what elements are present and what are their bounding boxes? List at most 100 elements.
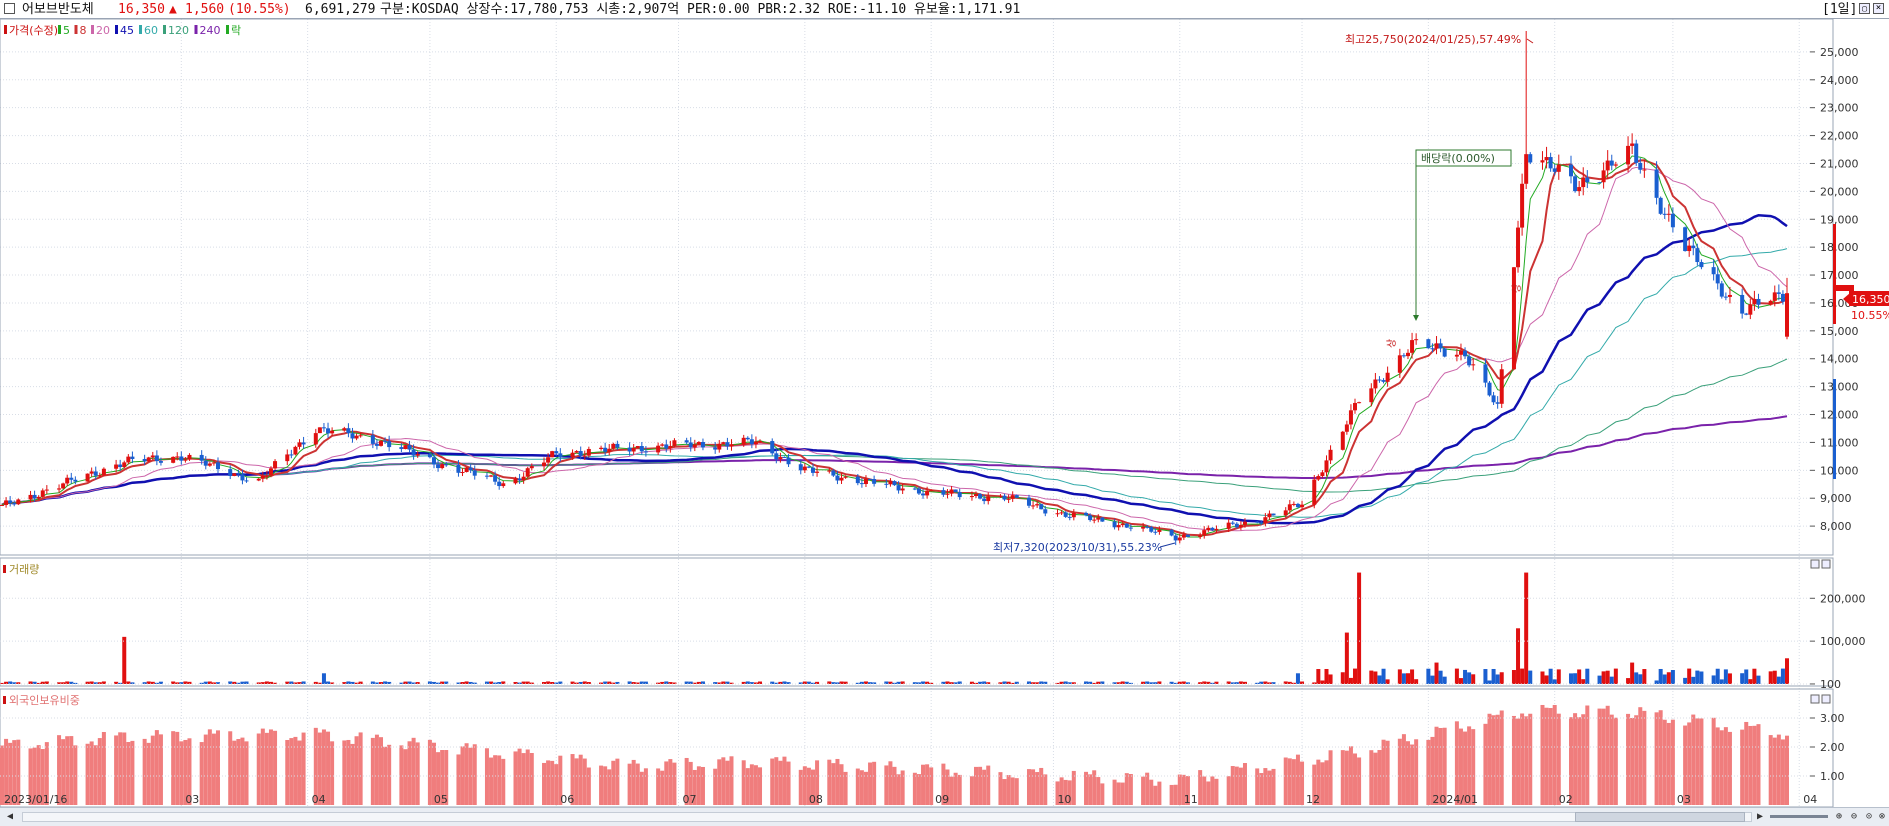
zoom-out-icon[interactable]: ⊖ xyxy=(1850,811,1858,822)
foreign-bar xyxy=(1312,764,1317,805)
price-tick-label: 10,000 xyxy=(1820,464,1859,477)
volume-restore-icon[interactable] xyxy=(1810,559,1820,569)
foreign-bar xyxy=(444,750,449,805)
candle-body xyxy=(1373,379,1378,389)
time-tick-label: 10 xyxy=(1057,793,1071,806)
volume-bar xyxy=(244,681,249,684)
scroll-left-icon[interactable]: ◀ xyxy=(6,811,14,822)
period-selector[interactable]: [1일] xyxy=(1822,2,1858,17)
foreign-bar xyxy=(1287,758,1292,805)
volume-bar xyxy=(1467,672,1472,684)
foreign-bar xyxy=(1206,781,1211,805)
foreign-close-icon[interactable] xyxy=(1821,694,1831,704)
volume-bar xyxy=(798,682,803,684)
volume-bar xyxy=(978,681,983,684)
foreign-bar xyxy=(1084,771,1089,805)
legend-label: 20 xyxy=(96,24,110,37)
candle-body xyxy=(146,457,151,462)
foreign-bar xyxy=(1499,710,1504,805)
volume-bar xyxy=(1043,681,1048,684)
upper-limit-marker-1: 상 xyxy=(1386,339,1398,348)
candle-body xyxy=(1520,183,1525,228)
foreign-bar xyxy=(456,754,461,805)
candle-body xyxy=(1067,516,1072,518)
foreign-bar xyxy=(1772,737,1777,805)
volume-bar xyxy=(643,681,648,684)
volume-bar xyxy=(215,682,220,684)
volume-bar xyxy=(436,682,441,684)
volume-bar xyxy=(1723,669,1728,684)
foreign-bar xyxy=(1752,725,1757,805)
foreign-bar xyxy=(1776,734,1781,805)
foreign-bar xyxy=(1687,722,1692,805)
volume-bar xyxy=(774,682,779,684)
foreign-bar xyxy=(122,732,127,805)
chart-area[interactable]: 가격(수정) 5 8 20 45 60 120 240 락 8,000 9,000 10,000 11… xyxy=(0,19,1889,807)
volume-bar xyxy=(1434,662,1439,684)
foreign-bar xyxy=(1780,739,1785,805)
candle-body xyxy=(635,446,640,448)
current-price: 16,350 xyxy=(118,2,165,17)
time-tick-label: 03 xyxy=(185,793,199,806)
volume-bar xyxy=(1067,682,1072,684)
foreign-bar xyxy=(44,742,49,805)
foreign-bar xyxy=(1300,761,1305,805)
candle-body xyxy=(1516,227,1521,268)
foreign-bar xyxy=(93,745,98,805)
candle-body xyxy=(969,496,974,498)
volume-bar xyxy=(73,682,78,684)
zoom-in-icon[interactable]: ⊕ xyxy=(1835,811,1843,822)
foreign-restore-icon[interactable] xyxy=(1810,694,1820,704)
volume-bar xyxy=(574,682,579,684)
volume-bar xyxy=(1312,682,1317,684)
foreign-bar xyxy=(326,731,331,805)
foreign-bar xyxy=(574,758,579,805)
scroll-right-icon[interactable]: ▶ xyxy=(1756,811,1764,822)
select-checkbox[interactable] xyxy=(4,3,15,14)
volume-bar xyxy=(1772,670,1777,684)
candle-body xyxy=(949,489,954,494)
volume-bar xyxy=(656,682,661,684)
candle-body xyxy=(1242,521,1247,525)
volume-bar xyxy=(1128,682,1133,684)
close-icon[interactable]: × xyxy=(1873,3,1884,14)
candle-body xyxy=(827,470,832,472)
volume-bar xyxy=(916,682,921,684)
candle-body xyxy=(374,443,379,446)
foreign-bar xyxy=(615,758,620,805)
candle-body xyxy=(89,471,94,474)
candle-body xyxy=(1691,245,1696,249)
candle-body xyxy=(1458,350,1463,355)
candle-body xyxy=(240,474,245,481)
price-tick-label: 12,000 xyxy=(1820,409,1859,422)
volume-close-icon[interactable] xyxy=(1821,559,1831,569)
foreign-bar xyxy=(1141,776,1146,805)
time-tick-label: 12 xyxy=(1306,793,1320,806)
candle-body xyxy=(859,483,864,485)
foreign-bar xyxy=(1381,739,1386,805)
volume-bar xyxy=(1744,669,1749,684)
volume-bar xyxy=(301,681,306,684)
foreign-bar xyxy=(114,735,119,805)
foreign-bar xyxy=(941,763,946,805)
restore-icon[interactable]: ▢ xyxy=(1859,3,1870,14)
volume-bar xyxy=(403,681,408,684)
zoom-slider[interactable] xyxy=(1770,815,1828,818)
candle-body xyxy=(1173,535,1178,541)
volume-bar xyxy=(1185,682,1190,684)
volume-bar xyxy=(415,682,420,684)
foreign-bar xyxy=(782,756,787,805)
candle-body xyxy=(741,437,746,445)
zoom-reset-icon[interactable]: ⊙ xyxy=(1865,811,1873,822)
horizontal-scrollbar-track[interactable] xyxy=(22,812,1752,822)
volume-bar xyxy=(4,681,9,684)
volume-bar xyxy=(93,682,98,684)
zoom-fit-icon[interactable]: ⊗ xyxy=(1878,811,1886,822)
foreign-bar xyxy=(228,731,233,805)
candle-body xyxy=(187,454,192,460)
candle-body xyxy=(154,455,159,462)
candle-body xyxy=(379,440,384,446)
candle-body xyxy=(415,454,420,456)
horizontal-scrollbar-thumb[interactable] xyxy=(1575,812,1745,822)
candle-body xyxy=(546,457,551,463)
